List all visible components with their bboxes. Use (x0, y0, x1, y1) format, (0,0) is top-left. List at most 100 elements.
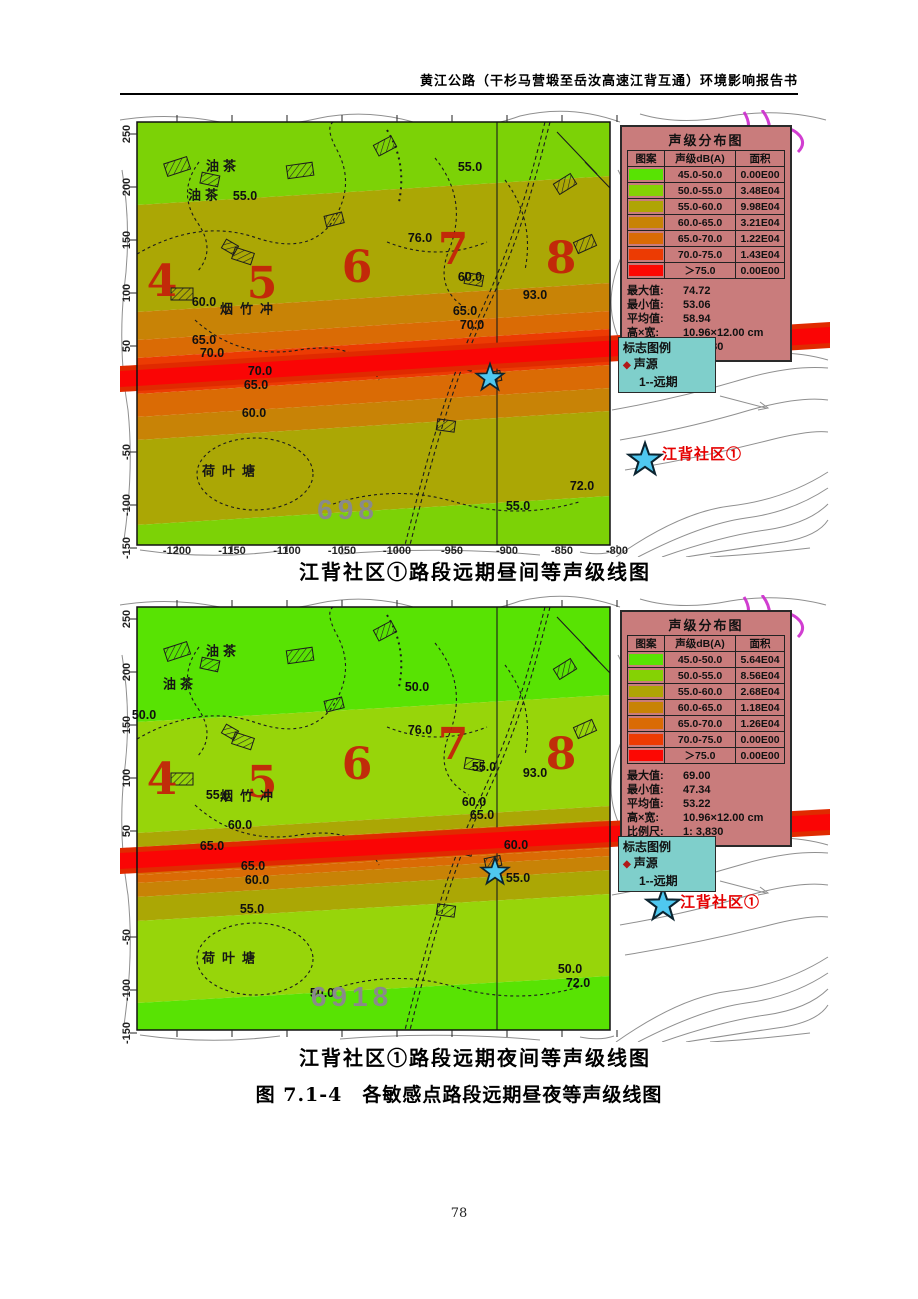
legend-col-level: 声级dB(A) (664, 635, 736, 652)
legend-area: 8.56E04 (735, 667, 785, 684)
stat-label: 高×宽: (627, 812, 660, 824)
legend-color-swatch (629, 185, 663, 196)
stat-value: 47.34 (683, 784, 711, 796)
legend-area: 0.00E00 (735, 731, 785, 748)
stat-row: 平均值: 58.94 (627, 312, 785, 326)
stat-row: 比例尺: 1: 3,830 (627, 825, 785, 839)
stat-value: 1: 3,830 (683, 826, 724, 838)
period-label: 1--远期 (639, 375, 678, 389)
noise-legend-panel: 声级分布图 图案 声级dB(A) 面积 45.0-50.0 5.64E04 (620, 610, 792, 847)
legend-color-swatch (629, 654, 663, 665)
legend-color-swatch (629, 169, 663, 180)
legend-color-swatch (629, 217, 663, 228)
noise-legend-panel: 声级分布图 图案 声级dB(A) 面积 45.0-50.0 0.00E00 (620, 125, 792, 362)
legend-row: ＞75.0 0.00E00 (627, 262, 785, 279)
legend-col-area: 面积 (735, 150, 785, 167)
legend-row: ＞75.0 0.00E00 (627, 747, 785, 764)
legend-area: 1.22E04 (735, 230, 785, 247)
stat-row: 最大值: 69.00 (627, 769, 785, 783)
stat-value: 53.06 (683, 299, 711, 311)
header-rule (120, 93, 798, 95)
sound-source-label: 声源 (633, 357, 658, 371)
legend-color-swatch (629, 686, 663, 697)
stat-label: 平均值: (627, 313, 664, 325)
stat-label: 最小值: (627, 784, 664, 796)
stat-row: 最小值: 47.34 (627, 783, 785, 797)
noise-level-table: 图案 声级dB(A) 面积 45.0-50.0 0.00E00 50.0- (627, 150, 785, 279)
legend-row: 65.0-70.0 1.22E04 (627, 230, 785, 247)
legend-color-swatch (629, 233, 663, 244)
community-site-label: 江背社区① (680, 894, 761, 911)
legend-color-swatch (629, 750, 663, 761)
legend-range: 45.0-50.0 (664, 166, 736, 183)
community-site-label: 江背社区① (662, 446, 743, 463)
legend-color-swatch (629, 702, 663, 713)
legend-area: 1.43E04 (735, 246, 785, 263)
legend-statistics: 最大值: 69.00 最小值: 47.34 平均值: 53.22 高×宽: 10… (627, 769, 785, 839)
stat-value: 10.96×12.00 cm (683, 327, 764, 339)
report-header-title: 黄江公路（干杉马营塅至岳汝高速江背互通）环境影响报告书 (419, 74, 798, 89)
daytime-map-caption: 江背社区①路段远期昼间等声级线图 (299, 562, 651, 584)
stat-row: 最大值: 74.72 (627, 284, 785, 298)
sound-source-icon: ◆ (623, 859, 631, 870)
nighttime-map-caption: 江背社区①路段远期夜间等声级线图 (299, 1048, 651, 1070)
stat-row: 平均值: 53.22 (627, 797, 785, 811)
legend-area: 3.21E04 (735, 214, 785, 231)
legend-range: 65.0-70.0 (664, 715, 736, 732)
legend-row: 45.0-50.0 0.00E00 (627, 166, 785, 183)
legend-row: 70.0-75.0 0.00E00 (627, 731, 785, 748)
legend-range: 60.0-65.0 (664, 214, 736, 231)
stat-label: 比例尺: (627, 826, 664, 838)
legend-col-pattern: 图案 (627, 635, 665, 652)
legend-range: 50.0-55.0 (664, 182, 736, 199)
legend-row: 70.0-75.0 1.43E04 (627, 246, 785, 263)
legend-row: 60.0-65.0 1.18E04 (627, 699, 785, 716)
legend-area: 0.00E00 (735, 262, 785, 279)
legend-color-swatch (629, 670, 663, 681)
stat-row: 高×宽: 10.96×12.00 cm (627, 811, 785, 825)
legend-row: 55.0-60.0 9.98E04 (627, 198, 785, 215)
legend-color-swatch (629, 265, 663, 276)
legend-range: 45.0-50.0 (664, 651, 736, 668)
legend-area: 0.00E00 (735, 747, 785, 764)
legend-area: 2.68E04 (735, 683, 785, 700)
stat-label: 高×宽: (627, 327, 660, 339)
period-label: 1--远期 (639, 874, 678, 888)
page-number: 78 (450, 1206, 468, 1221)
legend-col-level: 声级dB(A) (664, 150, 736, 167)
legend-color-swatch (629, 249, 663, 260)
legend-title: 声级分布图 (668, 133, 744, 148)
legend-col-pattern: 图案 (627, 150, 665, 167)
legend-area: 0.00E00 (735, 166, 785, 183)
stat-value: 58.94 (683, 313, 711, 325)
legend-color-swatch (629, 201, 663, 212)
legend-area: 9.98E04 (735, 198, 785, 215)
marker-legend-title: 标志图例 (623, 341, 672, 355)
legend-row: 50.0-55.0 3.48E04 (627, 182, 785, 199)
stat-value: 74.72 (683, 285, 711, 297)
legend-range: 70.0-75.0 (664, 731, 736, 748)
stat-value: 69.00 (683, 770, 711, 782)
sound-source-label: 声源 (633, 856, 658, 870)
marker-legend-title: 标志图例 (623, 840, 672, 854)
legend-area: 3.48E04 (735, 182, 785, 199)
daytime-noise-map: 250 200 150 100 50 -50 -100 -150 -1200 -1150 -110… (120, 110, 830, 559)
legend-range: 60.0-65.0 (664, 699, 736, 716)
noise-level-table: 图案 声级dB(A) 面积 45.0-50.0 5.64E04 50.0- (627, 635, 785, 764)
legend-range: ＞75.0 (664, 747, 736, 764)
map-region-border (136, 606, 611, 1031)
noise-contour-bands (137, 122, 610, 545)
legend-title: 声级分布图 (668, 618, 744, 633)
legend-row: 60.0-65.0 3.21E04 (627, 214, 785, 231)
legend-area: 1.26E04 (735, 715, 785, 732)
stat-row: 高×宽: 10.96×12.00 cm (627, 326, 785, 340)
marker-legend: 标志图例 ◆ 声源 1--远期 (618, 836, 716, 892)
stat-value: 10.96×12.00 cm (683, 812, 764, 824)
figure-caption: 图 7.1-4 各敏感点路段远期昼夜等声级线图 (255, 1084, 663, 1106)
stat-label: 最大值: (627, 770, 664, 782)
stat-label: 最小值: (627, 299, 664, 311)
map-region-border (136, 121, 611, 546)
legend-row: 65.0-70.0 1.26E04 (627, 715, 785, 732)
legend-row: 55.0-60.0 2.68E04 (627, 683, 785, 700)
